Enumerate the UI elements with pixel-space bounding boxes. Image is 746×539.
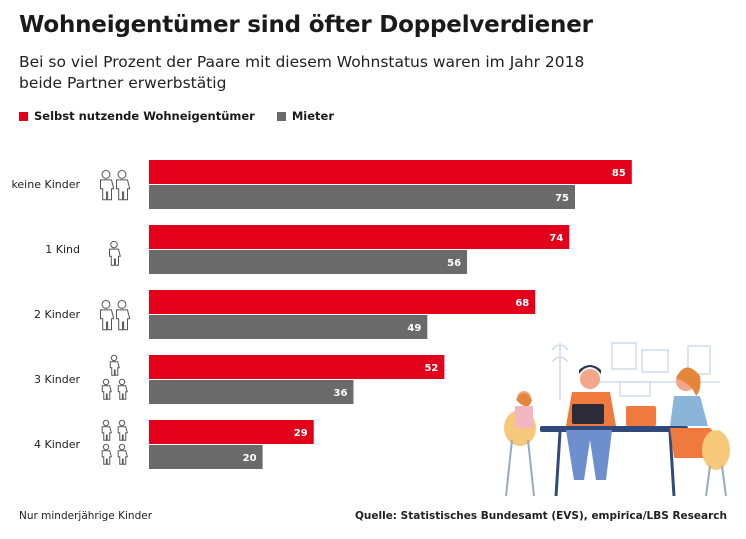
category-group: keine Kinder 85 75 xyxy=(11,160,632,209)
footnote: Nur minderjährige Kinder xyxy=(19,510,153,522)
chart-subtitle: Bei so viel Prozent der Paare mit diesem… xyxy=(19,53,585,92)
bar-owner xyxy=(149,225,570,249)
category-label: 4 Kinder xyxy=(34,438,80,451)
three-children-icon xyxy=(101,354,128,400)
bar-value-label: 74 xyxy=(549,233,563,244)
bar-value-label: 75 xyxy=(555,193,569,204)
bar-value-label: 36 xyxy=(334,388,348,399)
legend-label-owner: Selbst nutzende Wohneigentümer xyxy=(34,109,255,123)
bar-owner xyxy=(149,290,536,314)
chart-title: Wohneigentümer sind öfter Doppelverdiene… xyxy=(19,12,593,38)
two-children-icon xyxy=(100,299,131,331)
category-label: keine Kinder xyxy=(11,178,80,191)
two-children-icon xyxy=(100,169,131,201)
bar-value-label: 85 xyxy=(612,168,626,179)
legend-item-owner: Selbst nutzende Wohneigentümer xyxy=(19,109,255,123)
bar-value-label: 20 xyxy=(243,453,257,464)
legend: Selbst nutzende Wohneigentümer Mieter xyxy=(19,109,334,123)
family-illustration xyxy=(504,342,730,497)
four-children-icon xyxy=(101,419,128,465)
category-group: 3 Kinder 52 36 xyxy=(34,354,445,404)
category-label: 2 Kinder xyxy=(34,308,80,321)
category-label: 1 Kind xyxy=(45,243,80,256)
legend-label-renter: Mieter xyxy=(291,109,334,123)
bar-value-label: 29 xyxy=(294,428,308,439)
category-group: 4 Kinder 29 20 xyxy=(34,419,314,469)
bar-value-label: 56 xyxy=(447,258,461,269)
bar-renter xyxy=(149,445,263,469)
category-group: 1 Kind 74 56 xyxy=(45,225,570,274)
legend-swatch-owner xyxy=(19,111,28,121)
source-note: Quelle: Statistisches Bundesamt (EVS), e… xyxy=(354,510,727,522)
bar-value-label: 52 xyxy=(424,363,438,374)
legend-item-renter: Mieter xyxy=(276,109,334,123)
bar-renter xyxy=(149,380,354,404)
bar-renter xyxy=(149,315,428,339)
category-label: 3 Kinder xyxy=(34,373,80,386)
legend-swatch-renter xyxy=(276,111,286,121)
bar-value-label: 49 xyxy=(407,323,421,334)
bar-renter xyxy=(149,250,468,274)
bar-owner xyxy=(149,420,314,444)
bar-owner xyxy=(149,355,445,379)
bar-owner xyxy=(149,160,632,184)
bar-renter xyxy=(149,185,575,209)
category-group: 2 Kinder 68 49 xyxy=(34,290,536,339)
one-child-icon xyxy=(109,240,121,266)
bar-value-label: 68 xyxy=(515,298,529,309)
